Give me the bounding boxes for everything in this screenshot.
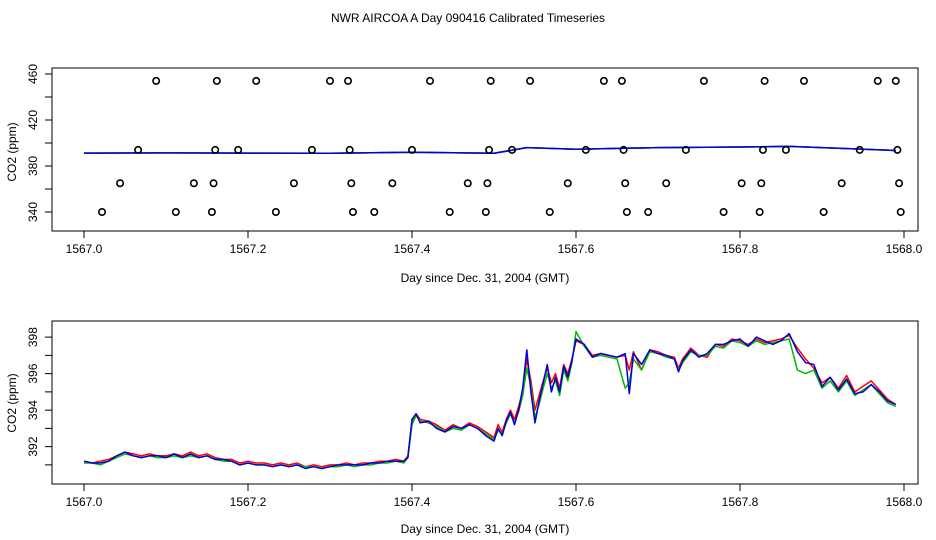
plot-frame-2 xyxy=(51,320,919,485)
data-point-41 xyxy=(662,179,671,188)
data-point-34 xyxy=(581,145,590,154)
data-point-3 xyxy=(152,76,161,85)
y-tick-label-1-2: 420 xyxy=(26,110,40,130)
data-point-23 xyxy=(426,76,435,85)
data-point-9 xyxy=(212,76,221,85)
data-point-27 xyxy=(483,179,492,188)
data-point-48 xyxy=(758,145,767,154)
data-point-25 xyxy=(463,179,472,188)
chart-panel-2: CO2 (ppm) Day since Dec. 31, 2004 (GMT) … xyxy=(5,320,923,536)
data-point-42 xyxy=(681,145,690,154)
data-point-14 xyxy=(307,145,316,154)
data-point-18 xyxy=(347,179,356,188)
data-point-53 xyxy=(837,179,846,188)
data-point-49 xyxy=(760,76,769,85)
data-point-24 xyxy=(445,208,454,217)
xlabel-2: Day since Dec. 31, 2004 (GMT) xyxy=(401,522,570,536)
x-tick-label-2-5: 1568.0 xyxy=(886,495,923,509)
data-point-30 xyxy=(508,145,517,154)
data-point-43 xyxy=(699,76,708,85)
data-point-36 xyxy=(617,76,626,85)
x-tick-label-1-0: 1567.0 xyxy=(66,242,103,256)
data-point-32 xyxy=(545,208,554,217)
x-tick-label-2-1: 1567.2 xyxy=(230,495,267,509)
data-point-46 xyxy=(755,208,764,217)
x-tick-label-1-2: 1567.4 xyxy=(394,242,431,256)
ylabel-2: CO2 (ppm) xyxy=(5,373,19,432)
ylabel-1: CO2 (ppm) xyxy=(5,122,19,181)
xlabel-1: Day since Dec. 31, 2004 (GMT) xyxy=(401,271,570,285)
data-point-7 xyxy=(209,179,218,188)
x-tick-label-2-2: 1567.4 xyxy=(394,495,431,509)
y-tick-label-2-3: 398 xyxy=(26,327,40,347)
data-point-15 xyxy=(325,76,334,85)
data-point-38 xyxy=(621,179,630,188)
plot-frame-1 xyxy=(51,67,919,232)
data-point-20 xyxy=(370,208,379,217)
data-point-5 xyxy=(189,179,198,188)
data-point-22 xyxy=(407,145,416,154)
data-point-2 xyxy=(134,145,143,154)
x-tick-label-2-4: 1567.8 xyxy=(722,495,759,509)
x-tick-label-2-3: 1567.6 xyxy=(558,495,595,509)
data-point-44 xyxy=(719,208,728,217)
series-line3-panel-2 xyxy=(83,332,897,470)
data-point-19 xyxy=(348,208,357,217)
y-tick-label-1-1: 380 xyxy=(26,156,40,176)
y-tick-label-2-1: 394 xyxy=(26,400,40,420)
data-point-0 xyxy=(98,208,107,217)
data-point-39 xyxy=(622,208,631,217)
data-point-28 xyxy=(485,145,494,154)
y-tick-label-2-0: 392 xyxy=(26,436,40,456)
data-point-16 xyxy=(344,76,353,85)
data-point-4 xyxy=(171,208,180,217)
data-point-6 xyxy=(207,208,216,217)
data-point-58 xyxy=(895,179,904,188)
data-point-55 xyxy=(873,76,882,85)
x-tick-label-1-1: 1567.2 xyxy=(230,242,267,256)
data-point-1 xyxy=(116,179,125,188)
data-point-40 xyxy=(644,208,653,217)
data-point-54 xyxy=(855,145,864,154)
data-point-12 xyxy=(271,208,280,217)
series-line2-panel-2 xyxy=(84,330,897,470)
data-point-29 xyxy=(486,76,495,85)
data-point-52 xyxy=(819,208,828,217)
y-tick-label-1-0: 340 xyxy=(26,202,40,222)
data-point-31 xyxy=(526,76,535,85)
data-point-59 xyxy=(896,208,905,217)
data-point-13 xyxy=(289,179,298,188)
figure-title: NWR AIRCOA A Day 090416 Calibrated Times… xyxy=(331,11,605,25)
data-point-57 xyxy=(893,145,902,154)
data-point-21 xyxy=(388,179,397,188)
x-tick-label-1-5: 1568.0 xyxy=(886,242,923,256)
x-tick-label-1-3: 1567.6 xyxy=(558,242,595,256)
data-point-37 xyxy=(619,145,628,154)
data-point-8 xyxy=(211,145,220,154)
data-point-10 xyxy=(234,145,243,154)
data-point-17 xyxy=(345,145,354,154)
data-point-33 xyxy=(563,179,572,188)
data-point-26 xyxy=(481,208,490,217)
chart-panel-1: CO2 (ppm) Day since Dec. 31, 2004 (GMT) … xyxy=(5,64,923,285)
data-point-50 xyxy=(781,145,790,154)
data-point-11 xyxy=(252,76,261,85)
data-point-56 xyxy=(891,76,900,85)
y-tick-label-2-2: 396 xyxy=(26,363,40,383)
x-tick-label-2-0: 1567.0 xyxy=(66,495,103,509)
data-point-45 xyxy=(737,179,746,188)
y-tick-label-1-3: 460 xyxy=(26,64,40,84)
series-line3-panel-1 xyxy=(83,145,896,155)
series-line1-panel-2 xyxy=(83,334,897,468)
data-point-51 xyxy=(799,76,808,85)
data-point-35 xyxy=(599,76,608,85)
x-tick-label-1-4: 1567.8 xyxy=(722,242,759,256)
data-point-47 xyxy=(757,179,766,188)
